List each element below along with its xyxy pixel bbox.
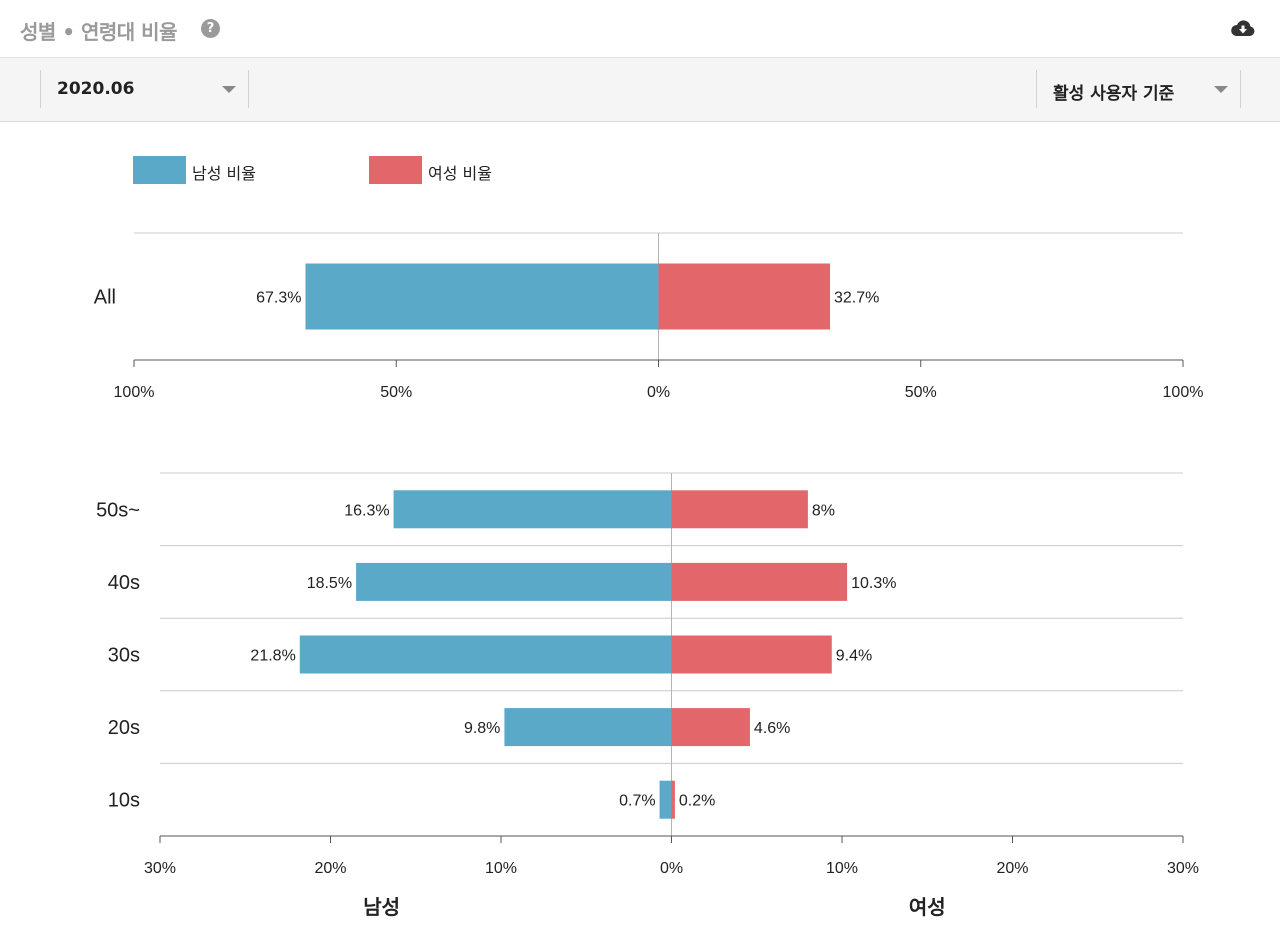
toolbar-divider [248, 70, 249, 108]
data-label-female: 8% [812, 502, 835, 519]
bar-female [671, 635, 832, 674]
axis-label-female: 여성 [909, 896, 946, 919]
basis-select[interactable]: 활성 사용자 기준 [1037, 70, 1240, 108]
category-label: 30s [108, 645, 140, 667]
legend-label-male: 남성 비율 [192, 164, 256, 183]
bar-male [504, 708, 672, 747]
question-circle-icon[interactable]: ? [201, 19, 220, 38]
legend-swatch-female [369, 156, 422, 184]
x-tick-label: 30% [1167, 860, 1199, 877]
legend-item-male[interactable]: 남성 비율 [133, 156, 313, 184]
data-label-female: 32.7% [834, 290, 879, 307]
toolbar-divider [40, 70, 41, 108]
bar-female [671, 490, 808, 529]
data-label-female: 0.2% [679, 793, 715, 810]
x-tick-label: 10% [485, 860, 517, 877]
category-label: 20s [108, 717, 140, 739]
data-label-male: 16.3% [344, 502, 389, 519]
bar-female [658, 263, 831, 330]
bar-male [356, 562, 672, 601]
cloud-download-icon[interactable] [1230, 18, 1256, 40]
legend-item-female[interactable]: 여성 비율 [369, 156, 549, 184]
bar-female [671, 708, 750, 747]
category-label: 10s [108, 790, 140, 812]
legend-swatch-male [133, 156, 186, 184]
chart-title: 성별 • 연령대 비율 [20, 20, 177, 44]
data-label-female: 10.3% [851, 575, 896, 592]
bar-male [393, 490, 672, 529]
category-label: All [94, 287, 116, 309]
data-label-male: 9.8% [464, 720, 500, 737]
basis-select-value: 활성 사용자 기준 [1053, 84, 1175, 104]
x-tick-label: 20% [996, 860, 1028, 877]
data-label-male: 18.5% [307, 575, 352, 592]
x-tick-label: 20% [314, 860, 346, 877]
x-tick-label: 0% [660, 860, 683, 877]
x-tick-label: 10% [826, 860, 858, 877]
toolbar-divider [1240, 70, 1241, 108]
period-select-value: 2020.06 [57, 79, 135, 99]
data-label-male: 0.7% [619, 793, 655, 810]
x-tick-label: 100% [1163, 384, 1204, 401]
x-tick-label: 0% [647, 384, 670, 401]
data-label-male: 21.8% [250, 648, 295, 665]
data-label-male: 67.3% [256, 290, 301, 307]
x-tick-label: 50% [905, 384, 937, 401]
chevron-down-icon [222, 86, 236, 93]
bar-male [305, 263, 659, 330]
x-tick-label: 100% [114, 384, 155, 401]
category-label: 50s~ [96, 499, 140, 521]
filter-toolbar: 2020.06 활성 사용자 기준 [0, 58, 1280, 122]
bar-male [659, 780, 672, 819]
category-label: 40s [108, 572, 140, 594]
chevron-down-icon [1214, 86, 1228, 93]
data-label-female: 4.6% [754, 720, 790, 737]
x-tick-label: 30% [144, 860, 176, 877]
axis-label-male: 남성 [363, 896, 400, 919]
data-label-female: 9.4% [836, 648, 872, 665]
chart-header: 성별 • 연령대 비율 ? [0, 0, 1280, 58]
x-tick-label: 50% [380, 384, 412, 401]
bar-female [671, 780, 675, 819]
bar-male [299, 635, 672, 674]
toolbar-divider [1036, 70, 1037, 108]
legend-label-female: 여성 비율 [428, 164, 492, 183]
bar-female [671, 562, 848, 601]
period-select[interactable]: 2020.06 [41, 70, 248, 108]
